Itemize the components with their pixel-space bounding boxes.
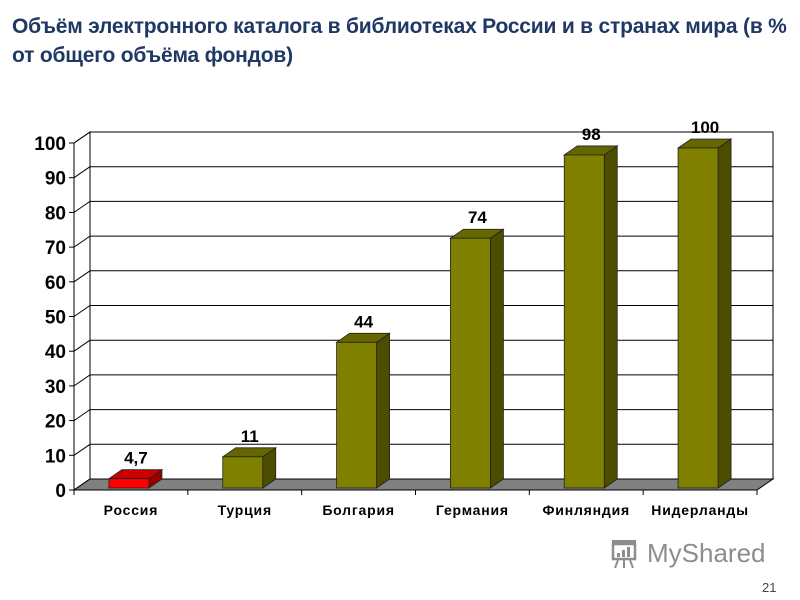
x-category-label: Нидерланды bbox=[651, 502, 749, 518]
data-label: 100 bbox=[691, 118, 719, 137]
y-tick-label: 40 bbox=[45, 342, 66, 363]
data-label: 11 bbox=[241, 427, 259, 446]
bar-side bbox=[717, 138, 732, 489]
bar-side bbox=[490, 228, 504, 489]
y-tick-label: 90 bbox=[45, 169, 66, 190]
y-tick-label: 60 bbox=[45, 273, 66, 294]
y-tick-label: 50 bbox=[45, 308, 66, 329]
x-category-label: Финляндия bbox=[543, 502, 630, 518]
gridline-depth bbox=[73, 409, 91, 422]
gridline-depth bbox=[73, 339, 91, 352]
gridline-depth bbox=[73, 443, 91, 456]
bar bbox=[336, 341, 377, 489]
gridline-depth bbox=[73, 131, 91, 144]
data-label: 74 bbox=[468, 208, 487, 227]
gridline-depth bbox=[73, 270, 91, 283]
y-tick-label: 20 bbox=[45, 412, 66, 433]
bar-side bbox=[603, 145, 618, 489]
bar-side bbox=[376, 332, 390, 489]
presentation-board-icon bbox=[611, 540, 637, 569]
y-tick-label: 10 bbox=[45, 446, 66, 467]
y-tick-label: 70 bbox=[45, 238, 66, 259]
data-label: 44 bbox=[354, 312, 373, 331]
page-number: 21 bbox=[762, 580, 777, 595]
bar bbox=[677, 147, 719, 489]
bar bbox=[222, 456, 264, 489]
data-label: 4,7 bbox=[124, 449, 148, 468]
x-category-label: Германия bbox=[436, 502, 509, 518]
x-category-label: Турция bbox=[218, 502, 272, 518]
gridline-depth bbox=[73, 200, 91, 213]
bar bbox=[563, 154, 605, 489]
gridline-depth bbox=[73, 235, 91, 248]
chart-title: Объём электронного каталога в библиотека… bbox=[12, 15, 787, 67]
x-category-label: Россия bbox=[104, 502, 159, 518]
data-label: 98 bbox=[582, 125, 601, 144]
y-tick-label: 100 bbox=[34, 134, 66, 155]
x-category-label: Болгария bbox=[322, 502, 395, 518]
gridline-depth bbox=[73, 166, 91, 179]
y-tick-label: 0 bbox=[55, 481, 66, 502]
bar bbox=[450, 237, 491, 489]
y-tick-label: 80 bbox=[45, 203, 66, 224]
watermark: MyShared bbox=[607, 536, 766, 570]
gridline-depth bbox=[73, 374, 91, 387]
bar bbox=[108, 478, 150, 489]
gridline-depth bbox=[73, 305, 91, 317]
y-tick-label: 30 bbox=[45, 377, 66, 398]
watermark-text: MyShared bbox=[647, 537, 766, 568]
chart-floor bbox=[72, 478, 775, 491]
